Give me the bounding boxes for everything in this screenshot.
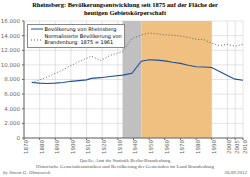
- svg-text:2000: 2000: [226, 140, 232, 154]
- html-text:by Simon G. Ohnesorck: by Simon G. Ohnesorck: [3, 170, 51, 175]
- svg-text:0: 0: [17, 135, 21, 141]
- html-text:Historische Gemeindestatistike: Historische Gemeindestatistiken und Bevö…: [36, 164, 214, 169]
- svg-text:1890: 1890: [54, 140, 60, 154]
- svg-text:12.000: 12.000: [8, 47, 20, 53]
- html-text:26.09.2012: 26.09.2012: [224, 170, 247, 175]
- svg-text:10.000: 10.000: [8, 62, 20, 68]
- svg-text:2010: 2010: [242, 140, 243, 154]
- svg-text:1960: 1960: [164, 140, 170, 154]
- svg-text:1900: 1900: [70, 140, 76, 154]
- svg-text:1930: 1930: [117, 140, 123, 154]
- svg-text:1920: 1920: [101, 140, 107, 154]
- svg-text:1940: 1940: [132, 140, 138, 154]
- svg-text:1870: 1870: [23, 140, 29, 154]
- html-text:Rheinsberg: Bevölkerungsentwic: Rheinsberg: Bevölkerungsentwicklung seit…: [32, 1, 218, 16]
- svg-text:6.000: 6.000: [8, 91, 20, 97]
- svg-text:4.000: 4.000: [8, 106, 20, 112]
- svg-text:1980: 1980: [195, 140, 201, 154]
- svg-text:1950: 1950: [148, 140, 154, 154]
- html-text:Bevölkerung von Rheinsberg: Bevölkerung von Rheinsberg: [44, 25, 117, 32]
- svg-text:1970: 1970: [179, 140, 185, 154]
- html-text:Quelle: Amt für Statistik Berl: Quelle: Amt für Statistik Berlin-Branden…: [79, 158, 171, 163]
- svg-text:2.000: 2.000: [8, 120, 20, 126]
- svg-text:1990: 1990: [211, 140, 217, 154]
- svg-text:16.000: 16.000: [8, 18, 20, 24]
- svg-text:8.000: 8.000: [8, 76, 20, 82]
- svg-text:2005: 2005: [234, 140, 240, 154]
- html-text:Normalisierte Bevölkerung von: Normalisierte Bevölkerung von Brandenbur…: [44, 32, 122, 45]
- svg-text:1880: 1880: [39, 140, 45, 154]
- svg-text:14.000: 14.000: [8, 33, 20, 39]
- svg-text:1910: 1910: [85, 140, 91, 154]
